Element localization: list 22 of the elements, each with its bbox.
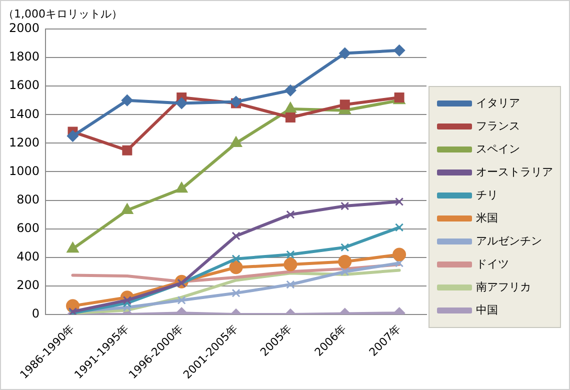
y-tick-label: 400 [16, 250, 40, 264]
y-tick-label: 2000 [8, 21, 40, 36]
y-tick-label: 1800 [8, 50, 40, 64]
y-axis-title: （1,000キロリットル） [3, 7, 122, 20]
legend-label: フランス [476, 119, 520, 132]
y-tick-label: 1400 [8, 106, 40, 121]
legend-label: アルゼンチン [476, 234, 542, 248]
y-tick-label: 200 [16, 278, 40, 292]
y-tick-label: 1200 [8, 135, 40, 150]
legend-label: 中国 [476, 303, 498, 316]
legend-label: スペイン [476, 142, 520, 156]
y-tick-label: 1000 [8, 164, 40, 178]
y-tick-label: 0 [32, 306, 40, 321]
legend-label: チリ [476, 188, 498, 202]
legend-label: イタリア [476, 96, 520, 110]
legend-label: 南アフリカ [476, 280, 531, 294]
y-tick-label: 600 [16, 220, 40, 235]
y-tick-label: 1600 [8, 78, 40, 92]
legend-label: オーストラリア [476, 165, 553, 178]
legend-label: 米国 [476, 211, 498, 224]
legend-label: ドイツ [476, 257, 509, 270]
y-tick-label: 800 [16, 192, 40, 206]
